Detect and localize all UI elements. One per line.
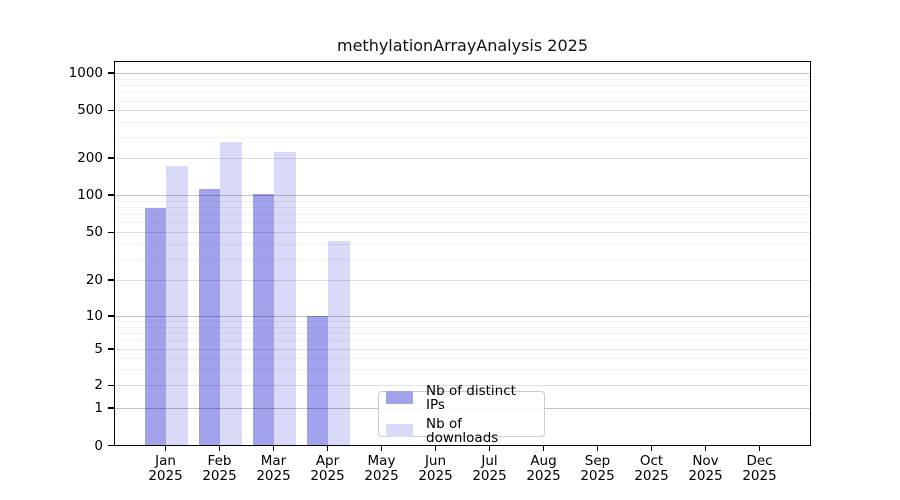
y-tick-label: 1: [94, 399, 103, 416]
x-tick-mark: [758, 445, 761, 451]
x-tick-mark: [326, 445, 329, 451]
y-tick-mark: [108, 194, 114, 196]
y-tick-mark: [108, 157, 114, 159]
gridline-minor: [114, 258, 811, 260]
x-tick-label: Jun 2025: [418, 453, 453, 484]
x-tick-label: Dec 2025: [742, 453, 777, 484]
legend: Nb of distinct IPs Nb of downloads: [378, 384, 545, 445]
y-tick-mark: [108, 444, 114, 447]
y-tick-mark: [108, 407, 114, 409]
y-tick-label: 100: [77, 187, 103, 204]
gridline-minor: [114, 369, 811, 371]
y-tick-mark: [108, 109, 114, 112]
legend-swatch-distinct-ips: [386, 391, 413, 404]
x-tick-mark: [650, 445, 653, 451]
legend-item-distinct-ips: Nb of distinct IPs: [386, 384, 537, 412]
x-tick-mark: [434, 445, 437, 451]
bar-jan-downloads: [166, 166, 188, 446]
y-tick-label: 0: [94, 437, 103, 454]
x-tick-mark: [380, 445, 383, 451]
x-tick-mark: [164, 445, 167, 451]
x-tick-label: Nov 2025: [688, 453, 723, 484]
y-tick-mark: [108, 348, 114, 350]
y-tick-label: 50: [85, 224, 103, 241]
legend-label-distinct-ips: Nb of distinct IPs: [426, 382, 516, 413]
gridline-minor: [114, 136, 811, 138]
gridline-major: [114, 316, 811, 317]
y-tick-label: 1000: [68, 64, 103, 81]
gridline-minor: [114, 326, 811, 328]
x-tick-label: Aug 2025: [526, 453, 561, 484]
gridline: [114, 349, 811, 350]
x-tick-mark: [596, 445, 599, 451]
gridline: [114, 385, 811, 387]
gridline-minor: [114, 85, 811, 87]
gridline-minor: [114, 200, 811, 202]
gridline-major: [114, 195, 811, 197]
gridline-minor: [114, 214, 811, 216]
gridline-major: [114, 72, 811, 74]
x-tick-label: Oct 2025: [634, 453, 669, 484]
x-tick-label: Jan 2025: [148, 453, 183, 484]
gridline-minor: [114, 92, 811, 94]
gridline: [114, 110, 811, 112]
gridline-minor: [114, 207, 811, 209]
bar-jan-distinct-ips: [144, 208, 167, 446]
x-tick-mark: [704, 445, 707, 451]
bar-apr-downloads: [328, 241, 350, 446]
y-tick-label: 200: [77, 149, 103, 166]
x-tick-label: Mar 2025: [256, 453, 291, 484]
y-tick-mark: [108, 231, 114, 233]
y-tick-label: 500: [77, 102, 103, 119]
legend-label-downloads: Nb of downloads: [426, 415, 499, 446]
bar-feb-downloads: [220, 142, 242, 446]
gridline-minor: [114, 357, 811, 359]
y-tick-mark: [108, 315, 114, 317]
x-tick-mark: [272, 445, 275, 451]
x-tick-label: Feb 2025: [202, 453, 237, 484]
y-tick-label: 2: [94, 377, 103, 394]
gridline-minor: [114, 243, 811, 245]
x-tick-label: Jul 2025: [472, 453, 507, 484]
x-tick-mark: [488, 445, 491, 451]
bar-apr-distinct-ips: [306, 316, 329, 446]
y-tick-mark: [108, 72, 114, 74]
gridline-minor: [114, 100, 811, 102]
gridline: [114, 232, 811, 234]
gridline-minor: [114, 340, 811, 342]
x-tick-mark: [542, 445, 545, 451]
gridline-minor: [114, 122, 811, 124]
y-tick-mark: [108, 279, 114, 281]
y-tick-mark: [108, 384, 114, 387]
gridline: [114, 157, 811, 159]
x-tick-label: Sep 2025: [580, 453, 615, 484]
x-tick-label: Apr 2025: [310, 453, 345, 484]
x-tick-mark: [218, 445, 221, 451]
gridline-minor: [114, 222, 811, 224]
gridline-minor: [114, 78, 811, 80]
legend-swatch-downloads: [386, 424, 413, 437]
gridline: [114, 279, 811, 281]
bar-feb-distinct-ips: [198, 188, 221, 446]
gridline-minor: [114, 321, 811, 323]
gridline-minor: [114, 332, 811, 334]
y-tick-label: 10: [85, 308, 103, 324]
x-tick-label: May 2025: [364, 453, 399, 484]
chart-title: methylationArrayAnalysis 2025: [336, 36, 589, 55]
bar-mar-distinct-ips: [252, 193, 275, 446]
bar-mar-downloads: [274, 151, 296, 446]
y-tick-label: 5: [94, 341, 103, 357]
legend-item-downloads: Nb of downloads: [386, 417, 537, 445]
y-tick-label: 20: [85, 271, 103, 288]
